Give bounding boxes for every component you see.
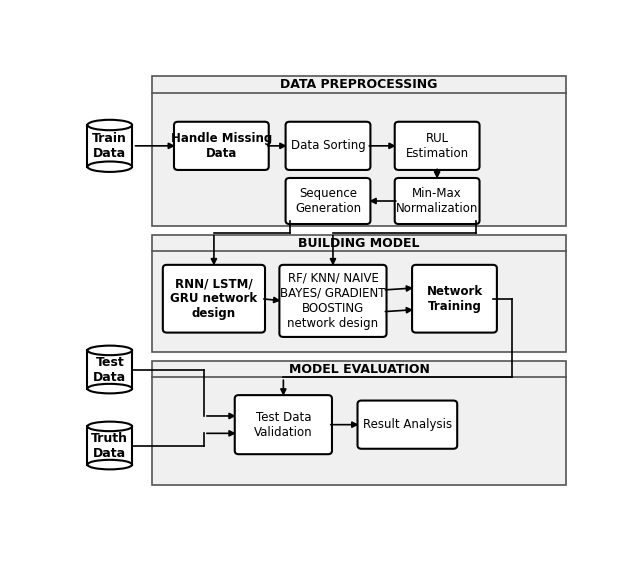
- FancyBboxPatch shape: [285, 122, 371, 170]
- Text: RF/ KNN/ NAIVE
BAYES/ GRADIENT
BOOSTING
network design: RF/ KNN/ NAIVE BAYES/ GRADIENT BOOSTING …: [280, 272, 386, 330]
- Bar: [88, 125, 132, 167]
- FancyBboxPatch shape: [395, 122, 479, 170]
- Bar: [152, 76, 566, 226]
- Text: Min-Max
Normalization: Min-Max Normalization: [396, 187, 478, 215]
- Text: Test Data
Validation: Test Data Validation: [254, 411, 313, 439]
- Text: Result Analysis: Result Analysis: [363, 418, 452, 431]
- Text: DATA PREPROCESSING: DATA PREPROCESSING: [280, 78, 438, 91]
- Ellipse shape: [88, 460, 132, 469]
- Text: RNN/ LSTM/
GRU network
design: RNN/ LSTM/ GRU network design: [170, 277, 257, 320]
- FancyBboxPatch shape: [163, 265, 265, 333]
- Ellipse shape: [88, 161, 132, 172]
- Bar: [88, 350, 132, 389]
- Text: Data Sorting: Data Sorting: [291, 139, 365, 152]
- Bar: [152, 235, 566, 352]
- Bar: [152, 361, 566, 484]
- Text: Sequence
Generation: Sequence Generation: [295, 187, 361, 215]
- FancyBboxPatch shape: [174, 122, 269, 170]
- FancyBboxPatch shape: [280, 265, 387, 337]
- Text: Truth
Data: Truth Data: [92, 431, 128, 460]
- Text: Test
Data: Test Data: [93, 355, 126, 384]
- Text: Handle Missing
Data: Handle Missing Data: [171, 132, 272, 160]
- FancyBboxPatch shape: [235, 395, 332, 454]
- FancyBboxPatch shape: [395, 178, 479, 224]
- Ellipse shape: [88, 422, 132, 431]
- Text: Train
Data: Train Data: [92, 132, 127, 160]
- FancyBboxPatch shape: [412, 265, 497, 333]
- Ellipse shape: [88, 346, 132, 355]
- Text: BUILDING MODEL: BUILDING MODEL: [298, 237, 420, 250]
- Text: RUL
Estimation: RUL Estimation: [406, 132, 468, 160]
- Ellipse shape: [88, 384, 132, 394]
- Bar: [88, 426, 132, 465]
- FancyBboxPatch shape: [358, 400, 457, 449]
- Text: Network
Training: Network Training: [426, 285, 483, 312]
- Ellipse shape: [88, 120, 132, 130]
- FancyBboxPatch shape: [285, 178, 371, 224]
- Text: MODEL EVALUATION: MODEL EVALUATION: [289, 363, 429, 376]
